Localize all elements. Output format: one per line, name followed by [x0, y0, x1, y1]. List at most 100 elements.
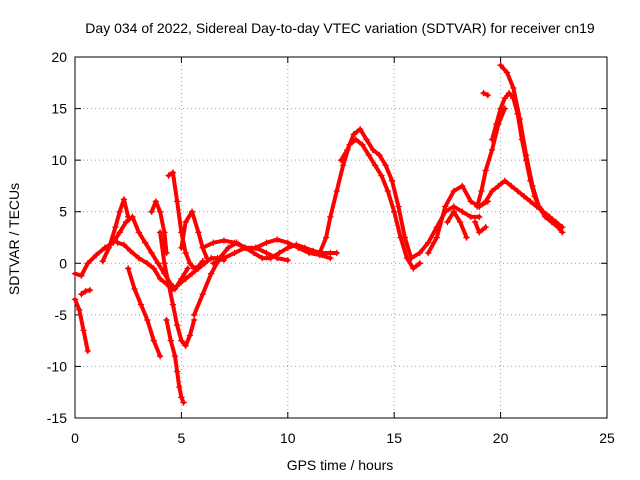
data-point — [363, 136, 370, 143]
series-track-20 — [471, 218, 489, 236]
data-point — [529, 182, 536, 190]
data-point — [488, 146, 496, 154]
series-trace — [498, 63, 565, 235]
data-point — [401, 234, 409, 241]
data-point — [416, 260, 423, 267]
data-point — [178, 244, 185, 252]
y-tick-label: 15 — [51, 101, 67, 117]
data-point — [173, 368, 181, 375]
data-point — [501, 105, 509, 112]
series-track-1 — [71, 213, 191, 293]
data-point — [480, 89, 487, 97]
data-point — [273, 236, 281, 243]
data-point — [225, 244, 232, 252]
series-track-4 — [99, 196, 132, 265]
data-point — [463, 234, 470, 241]
x-axis-label: GPS time / hours — [287, 457, 394, 473]
data-point — [231, 249, 238, 257]
data-point — [388, 177, 396, 184]
data-point — [476, 213, 483, 221]
data-point — [78, 291, 85, 298]
data-point — [514, 187, 521, 195]
data-point — [178, 337, 185, 344]
x-tick-label: 10 — [280, 430, 296, 446]
series-track-24 — [480, 89, 492, 99]
data-point — [135, 229, 143, 236]
data-point — [442, 203, 449, 210]
data-point — [482, 198, 489, 205]
data-point — [182, 275, 189, 282]
data-point — [190, 311, 198, 319]
data-point — [135, 254, 143, 262]
data-point — [195, 263, 202, 270]
data-point — [527, 198, 534, 205]
data-point — [116, 229, 123, 236]
data-point — [505, 89, 513, 97]
data-point — [384, 187, 392, 195]
data-point — [112, 223, 119, 231]
data-point — [137, 301, 145, 308]
y-tick-label: 20 — [51, 49, 67, 65]
data-point — [184, 265, 191, 272]
data-point — [156, 352, 164, 360]
data-point — [535, 203, 543, 210]
series-track-3 — [78, 286, 94, 298]
data-point — [76, 306, 83, 313]
data-point — [510, 84, 517, 92]
data-point — [199, 244, 206, 252]
x-tick-label: 5 — [178, 430, 186, 446]
data-point — [99, 258, 106, 265]
data-point — [186, 260, 194, 267]
series-trace — [73, 297, 90, 353]
series-track-19 — [444, 208, 470, 241]
data-point — [350, 131, 357, 138]
data-point — [344, 146, 351, 154]
data-point — [482, 223, 489, 231]
data-point — [395, 203, 402, 210]
data-point — [408, 254, 415, 262]
data-point — [459, 182, 466, 190]
data-point — [333, 187, 340, 195]
data-point — [376, 151, 383, 159]
plot-frame — [74, 56, 608, 419]
x-tick-label: 15 — [386, 430, 402, 446]
data-point — [210, 239, 217, 246]
series-track-9 — [163, 316, 187, 406]
data-point — [327, 213, 334, 221]
data-point — [516, 115, 523, 123]
x-tick-label: 0 — [71, 430, 79, 446]
data-point — [114, 239, 121, 246]
data-point — [178, 394, 185, 401]
data-point — [182, 342, 189, 349]
chart-title: Day 034 of 2022, Sidereal Day-to-day VTE… — [85, 20, 595, 36]
data-point — [144, 260, 151, 267]
data-point — [488, 187, 496, 195]
series-trace — [445, 209, 469, 240]
data-point — [242, 244, 249, 252]
data-point — [154, 260, 162, 267]
data-point — [425, 239, 432, 246]
data-point — [471, 218, 479, 226]
data-point — [337, 156, 345, 164]
data-point — [339, 162, 347, 169]
data-point — [165, 280, 172, 288]
data-point — [173, 321, 181, 329]
data-point — [152, 198, 160, 205]
data-point — [522, 151, 530, 159]
data-point — [327, 254, 334, 262]
grid-layer — [75, 57, 607, 418]
tick-layer: 0 5 10 15 20 25 -15 -10 -5 0 5 10 15 20 — [47, 49, 615, 446]
data-point — [167, 337, 174, 344]
data-point — [501, 95, 509, 102]
data-point — [484, 91, 492, 99]
data-point — [220, 254, 228, 262]
data-point — [459, 208, 466, 215]
data-point — [276, 249, 283, 257]
data-point — [503, 69, 511, 76]
data-point — [82, 287, 89, 295]
data-point — [444, 218, 451, 226]
data-point — [190, 265, 198, 272]
series-track-7 — [148, 198, 170, 257]
data-point — [252, 244, 260, 252]
y-tick-label: -5 — [55, 307, 68, 323]
